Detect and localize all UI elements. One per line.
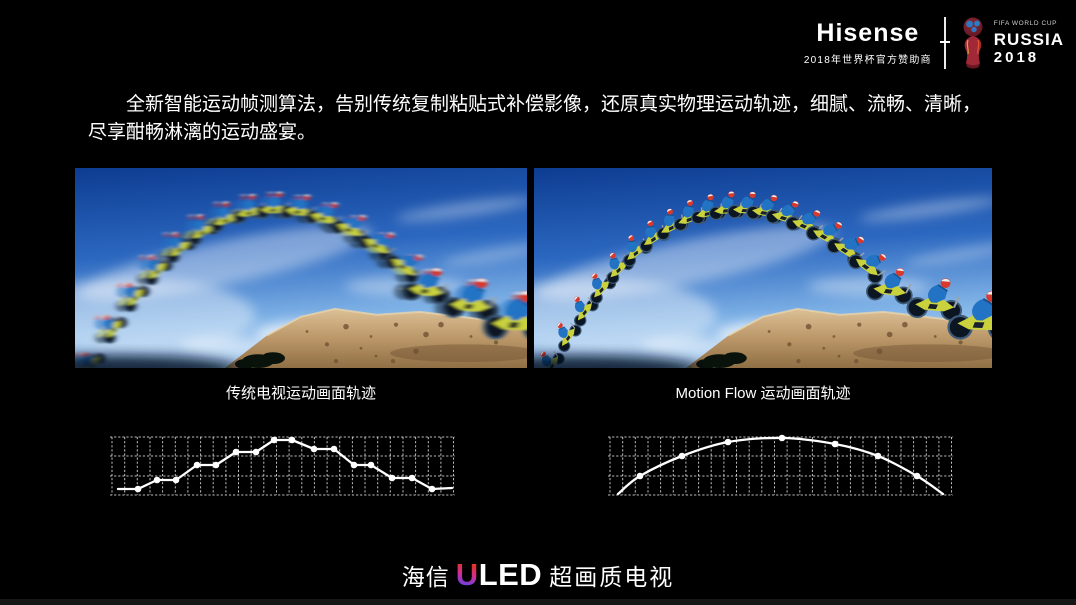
intro-paragraph: 全新智能运动帧测算法，告别传统复制粘贴式补偿影像，还原真实物理运动轨迹，细腻、流… xyxy=(88,94,982,143)
plus-divider xyxy=(939,17,950,69)
footer-suffix: 超画质电视 xyxy=(549,564,675,590)
motion-flow-photo xyxy=(534,168,992,368)
russia-label: RUSSIA xyxy=(993,29,1064,49)
motion-flow-trajectory-chart xyxy=(608,431,953,506)
footer-logo: 海信 ULED 超画质电视 xyxy=(0,558,1076,592)
year-label: 2018 xyxy=(993,48,1040,66)
fifa-world-cup-logo: FIFA WORLD CUP RUSSIA 2018 xyxy=(958,16,1064,70)
brand-header: Hisense 2018年世界杯官方赞助商 FIF xyxy=(804,16,1064,70)
fifa-text-block: FIFA WORLD CUP RUSSIA 2018 xyxy=(994,21,1064,65)
uled-wordmark: ULED xyxy=(456,559,542,590)
traditional-tv-photo xyxy=(75,168,527,368)
bottom-edge-bar xyxy=(0,599,1076,605)
traditional-tv-caption: 传统电视运动画面轨迹 xyxy=(225,385,376,402)
fifa-emblem-icon xyxy=(963,17,983,69)
hisense-wordmark: Hisense xyxy=(816,18,920,47)
hisense-logo: Hisense 2018年世界杯官方赞助商 xyxy=(803,18,932,66)
footer-brand-cn: 海信 xyxy=(401,564,450,590)
uled-u-gradient-letter: U xyxy=(455,557,479,592)
fifa-world-cup-label: FIFA WORLD CUP xyxy=(993,20,1058,28)
hisense-sponsor-subtitle: 2018年世界杯官方赞助商 xyxy=(803,54,932,66)
uled-led-letters: LED xyxy=(478,557,543,592)
motion-flow-caption: Motion Flow 运动画面轨迹 xyxy=(675,385,851,402)
traditional-trajectory-chart xyxy=(110,431,455,506)
